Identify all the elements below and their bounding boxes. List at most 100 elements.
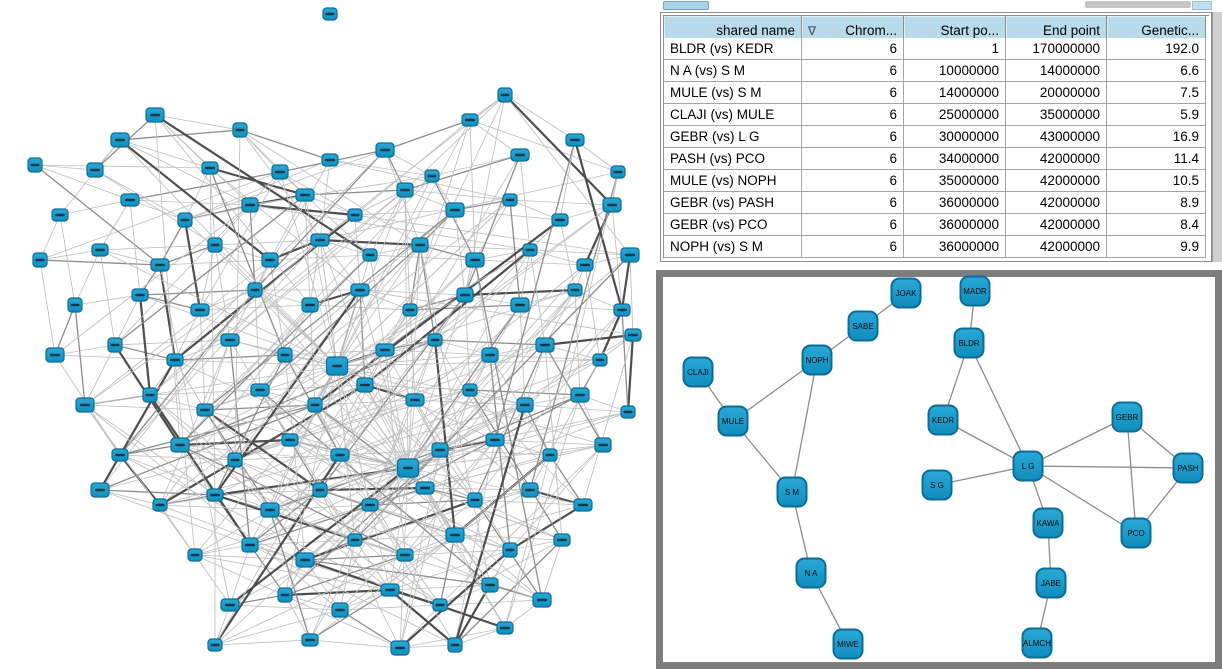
cell-value[interactable]: 42000000 [1006, 192, 1107, 214]
cell-value[interactable]: 192.0 [1107, 38, 1206, 60]
cell-value[interactable]: 36000000 [904, 192, 1006, 214]
cell-value[interactable]: 6.6 [1107, 60, 1206, 82]
cell-shared-name[interactable]: MULE (vs) NOPH [664, 170, 802, 192]
cell-value[interactable]: 14000000 [1006, 60, 1107, 82]
graph-node-SABE[interactable]: SABE [847, 310, 879, 342]
graph-node-NA[interactable]: N A [795, 557, 827, 589]
cell-value[interactable]: 42000000 [1006, 236, 1107, 258]
graph-edge-NOPH-SM[interactable] [791, 359, 818, 493]
node-label-smudge [70, 303, 80, 307]
cell-value[interactable]: 6 [802, 148, 904, 170]
scrollbar-corner-fragment [1192, 1, 1212, 10]
cell-value[interactable]: 6 [802, 82, 904, 104]
cell-value[interactable]: 6 [802, 60, 904, 82]
node-label: N A [805, 569, 819, 578]
cell-value[interactable]: 6 [802, 236, 904, 258]
cell-shared-name[interactable]: N A (vs) S M [664, 60, 802, 82]
node-label-smudge [245, 203, 255, 207]
node-label-smudge [265, 258, 275, 262]
node-label-smudge [125, 198, 135, 202]
subnetwork-view[interactable]: JOAK MADR SABE BLDR NOPH CLAJI GEBR MULE KEDR L G… [656, 270, 1222, 669]
node-label-smudge [95, 488, 105, 492]
cell-value[interactable]: 10000000 [904, 60, 1006, 82]
graph-node-PASH[interactable]: PASH [1172, 452, 1204, 484]
cell-value[interactable]: 42000000 [1006, 170, 1107, 192]
cell-value[interactable]: 43000000 [1006, 126, 1107, 148]
node-label-smudge [205, 166, 215, 170]
cell-value[interactable]: 6 [802, 126, 904, 148]
cell-value[interactable]: 42000000 [1006, 214, 1107, 236]
cell-value[interactable]: 20000000 [1006, 82, 1107, 104]
overview-network-view[interactable] [0, 0, 656, 669]
graph-node-LG[interactable]: L G [1012, 450, 1044, 482]
cell-value[interactable]: 36000000 [904, 214, 1006, 236]
cell-value[interactable]: 16.9 [1107, 126, 1206, 148]
column-header-label: Genetic... [1141, 23, 1199, 38]
cell-value[interactable]: 6 [802, 192, 904, 214]
graph-node-ALMCH[interactable]: ALMCH [1021, 627, 1053, 659]
cell-value[interactable]: 170000000 [1006, 38, 1107, 60]
horizontal-scrollbar-thumb[interactable] [663, 1, 709, 10]
graph-node-JABE[interactable]: JABE [1035, 567, 1067, 599]
graph-node-PCO[interactable]: PCO [1120, 517, 1152, 549]
horizontal-scrollbar-segment[interactable] [1085, 1, 1191, 8]
cell-value[interactable]: 5.9 [1107, 104, 1206, 126]
node-label-smudge [607, 203, 617, 207]
graph-node-MULE[interactable]: MULE [717, 405, 749, 437]
cell-value[interactable]: 8.9 [1107, 192, 1206, 214]
vertical-scrollbar[interactable] [1212, 12, 1222, 262]
cell-value[interactable]: 35000000 [1006, 104, 1107, 126]
cell-value[interactable]: 25000000 [904, 104, 1006, 126]
cell-value[interactable]: 34000000 [904, 148, 1006, 170]
cell-value[interactable]: 7.5 [1107, 82, 1206, 104]
cell-value[interactable]: 10.5 [1107, 170, 1206, 192]
cell-value[interactable]: 8.4 [1107, 214, 1206, 236]
cell-value[interactable]: 30000000 [904, 126, 1006, 148]
node-label-smudge [450, 533, 460, 537]
cell-value[interactable]: 11.4 [1107, 148, 1206, 170]
cell-value[interactable]: 35000000 [904, 170, 1006, 192]
graph-node-KAWA[interactable]: KAWA [1032, 507, 1064, 539]
cell-shared-name[interactable]: CLAJI (vs) MULE [664, 104, 802, 126]
cell-value[interactable]: 42000000 [1006, 148, 1107, 170]
node-label-smudge [135, 293, 145, 297]
cell-shared-name[interactable]: NOPH (vs) S M [664, 236, 802, 258]
cell-value[interactable]: 36000000 [904, 236, 1006, 258]
graph-edge-GEBR-LG[interactable] [1027, 416, 1128, 467]
graph-node-BLDR[interactable]: BLDR [953, 327, 985, 359]
node-label-smudge [485, 353, 495, 357]
node-label-smudge [537, 598, 547, 602]
cell-shared-name[interactable]: GEBR (vs) PASH [664, 192, 802, 214]
node-label-smudge [55, 213, 65, 217]
graph-node-GEBR[interactable]: GEBR [1111, 401, 1143, 433]
node-label: BLDR [958, 339, 980, 348]
graph-node-NOPH[interactable]: NOPH [801, 344, 833, 376]
filter-icon[interactable]: ∇ [808, 23, 817, 38]
graph-node-MADR[interactable]: MADR [959, 275, 991, 307]
graph-edge-LG-PCO[interactable] [1027, 465, 1137, 534]
graph-edge-BLDR-LG[interactable] [968, 342, 1029, 467]
cell-shared-name[interactable]: GEBR (vs) PCO [664, 214, 802, 236]
graph-node-KEDR[interactable]: KEDR [927, 404, 959, 436]
cell-value[interactable]: 14000000 [904, 82, 1006, 104]
cell-value[interactable]: 6 [802, 170, 904, 192]
cell-shared-name[interactable]: BLDR (vs) KEDR [664, 38, 802, 60]
graph-node-SM[interactable]: S M [776, 476, 808, 508]
cell-value[interactable]: 1 [904, 38, 1006, 60]
graph-edge-GEBR-PCO[interactable] [1126, 416, 1137, 534]
cell-value[interactable]: 6 [802, 104, 904, 126]
node-label-smudge [305, 638, 315, 642]
cell-shared-name[interactable]: MULE (vs) S M [664, 82, 802, 104]
graph-node-CLAJI[interactable]: CLAJI [682, 356, 714, 388]
graph-node-SG[interactable]: S G [921, 469, 953, 501]
graph-node-MIWE[interactable]: MIWE [832, 628, 864, 660]
node-label-smudge [225, 603, 235, 607]
cell-shared-name[interactable]: PASH (vs) PCO [664, 148, 802, 170]
node-label-smudge [490, 438, 500, 442]
graph-edge-LG-PASH[interactable] [1027, 465, 1189, 469]
cell-value[interactable]: 6 [802, 214, 904, 236]
cell-value[interactable]: 6 [802, 38, 904, 60]
graph-node-JOAK[interactable]: JOAK [890, 277, 922, 309]
cell-value[interactable]: 9.9 [1107, 236, 1206, 258]
cell-shared-name[interactable]: GEBR (vs) L G [664, 126, 802, 148]
